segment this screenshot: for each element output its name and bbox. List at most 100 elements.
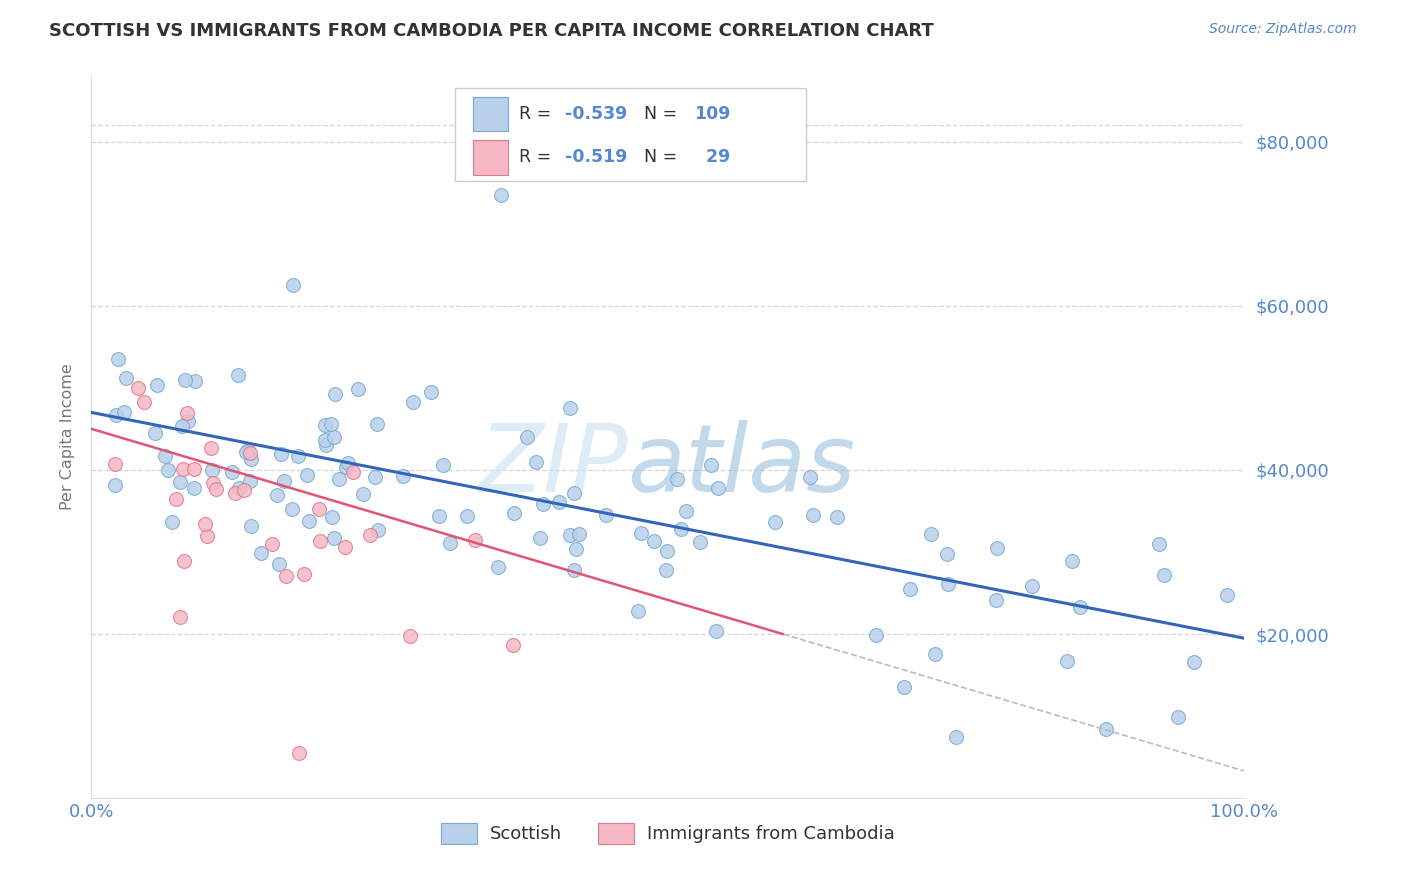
Point [1153,567,1175,582]
Point [398,629,420,643]
Point [1167,710,1189,724]
Point [366,417,388,432]
Point [402,394,425,409]
Point [456,509,478,524]
Text: N =: N = [644,148,682,167]
Point [427,508,450,523]
Point [799,469,821,483]
Point [235,445,257,459]
Point [432,458,454,472]
Point [146,378,169,392]
Point [1021,579,1043,593]
Point [920,527,942,541]
Point [232,483,254,497]
Point [269,557,291,571]
Point [201,463,224,477]
Point [342,465,364,479]
Point [562,563,585,577]
Point [112,405,135,419]
Point [173,553,195,567]
Point [502,638,524,652]
Legend: Scottish, Immigrants from Cambodia: Scottish, Immigrants from Cambodia [434,815,901,851]
Point [240,519,263,533]
Point [205,482,228,496]
Point [565,542,588,557]
Point [183,481,205,495]
Point [359,528,381,542]
Point [292,567,315,582]
Point [160,515,183,529]
Point [322,532,344,546]
Point [825,509,848,524]
Point [281,278,304,293]
Point [194,516,217,531]
Point [145,426,167,441]
Point [183,462,205,476]
Point [221,465,243,479]
Point [765,516,787,530]
Point [489,187,512,202]
Point [323,387,346,401]
Point [1069,600,1091,615]
Point [666,472,689,486]
Point [353,487,375,501]
Point [270,447,292,461]
Point [239,446,262,460]
Point [328,472,350,486]
Text: atlas: atlas [627,420,856,511]
Text: ZIP: ZIP [478,420,627,511]
Point [176,406,198,420]
Point [945,730,967,744]
Point [104,457,127,471]
Point [169,609,191,624]
Point [228,481,250,495]
Point [273,474,295,488]
Point [568,527,591,541]
Point [364,469,387,483]
Point [200,441,222,455]
Point [295,468,318,483]
Point [689,535,711,549]
Point [367,523,389,537]
FancyBboxPatch shape [472,96,508,131]
Point [298,514,321,528]
Point [865,628,887,642]
Point [335,540,357,554]
Point [239,451,262,466]
Point [287,450,309,464]
Point [657,544,679,558]
Text: -0.539: -0.539 [565,105,627,123]
Point [924,648,946,662]
Point [699,458,721,472]
Point [224,486,246,500]
Point [201,475,224,490]
Point [226,368,249,382]
Text: 29: 29 [695,148,731,167]
Point [315,438,337,452]
Text: R =: R = [519,105,557,123]
Point [155,449,177,463]
Point [529,531,551,545]
Point [558,528,581,542]
Point [250,546,273,560]
Point [704,624,727,638]
Point [280,501,302,516]
Text: R =: R = [519,148,557,167]
Point [626,605,648,619]
Point [238,443,260,458]
Point [516,429,538,443]
Point [1062,554,1084,568]
Point [115,371,138,385]
Point [595,508,617,522]
Point [321,509,343,524]
Point [392,469,415,483]
Point [314,418,336,433]
Point [707,481,730,495]
Point [1216,588,1239,602]
Point [675,503,697,517]
Point [669,522,692,536]
Point [274,569,297,583]
Point [104,478,127,492]
Point [321,417,343,431]
Point [262,536,284,550]
